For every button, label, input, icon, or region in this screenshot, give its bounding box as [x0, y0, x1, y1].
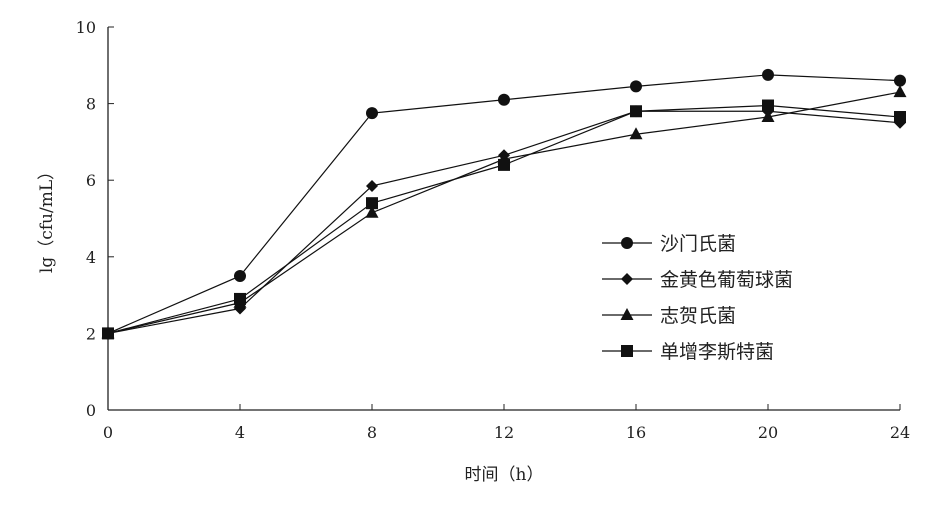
data-point-square	[498, 159, 510, 171]
x-tick-label: 0	[103, 423, 113, 442]
y-tick-label: 10	[76, 18, 96, 37]
legend-item: 志贺氏菌	[602, 305, 736, 327]
x-tick-label: 12	[494, 423, 514, 442]
series-2	[102, 105, 906, 339]
legend-item: 沙门氏菌	[602, 233, 736, 255]
x-tick-label: 16	[626, 423, 646, 442]
y-tick-label: 4	[86, 248, 96, 267]
legend-marker-circle	[621, 237, 633, 249]
series-line	[108, 111, 900, 333]
series-4	[102, 100, 906, 340]
legend-label: 金黄色葡萄球菌	[660, 269, 793, 291]
data-point-circle	[234, 270, 246, 282]
legend-marker-triangle	[621, 308, 634, 320]
legend-label: 志贺氏菌	[660, 305, 736, 327]
legend-item: 金黄色葡萄球菌	[602, 269, 793, 291]
data-point-circle	[894, 75, 906, 87]
x-axis-label: 时间（h）	[465, 465, 544, 485]
series-3	[102, 85, 907, 338]
data-point-square	[762, 100, 774, 112]
y-tick-label: 0	[86, 401, 96, 420]
data-point-circle	[762, 69, 774, 81]
data-point-square	[366, 197, 378, 209]
series-line	[108, 75, 900, 334]
series-line	[108, 92, 900, 333]
y-tick-label: 6	[86, 171, 96, 190]
data-point-circle	[366, 107, 378, 119]
x-tick-label: 20	[758, 423, 778, 442]
x-tick-label: 8	[367, 423, 377, 442]
legend-marker-diamond	[621, 273, 633, 285]
legend-marker-square	[621, 345, 633, 357]
legend: 沙门氏菌金黄色葡萄球菌志贺氏菌单增李斯特菌	[602, 233, 793, 363]
data-point-square	[234, 293, 246, 305]
data-point-triangle	[894, 85, 907, 97]
legend-label: 沙门氏菌	[660, 233, 736, 255]
axes: 024681004812162024	[76, 18, 911, 442]
series-group	[102, 69, 907, 340]
data-point-square	[630, 105, 642, 117]
y-axis-label: lg（cfu/mL）	[37, 163, 57, 273]
line-chart: 024681004812162024 沙门氏菌金黄色葡萄球菌志贺氏菌单增李斯特菌…	[0, 0, 927, 510]
x-tick-label: 4	[235, 423, 245, 442]
data-point-circle	[630, 80, 642, 92]
legend-item: 单增李斯特菌	[602, 341, 774, 363]
series-line	[108, 106, 900, 334]
y-tick-label: 8	[86, 95, 96, 114]
x-tick-label: 24	[890, 423, 910, 442]
y-tick-label: 2	[86, 324, 96, 343]
series-1	[102, 69, 906, 340]
legend-label: 单增李斯特菌	[660, 341, 774, 363]
data-point-square	[102, 327, 114, 339]
data-point-square	[894, 111, 906, 123]
data-point-circle	[498, 94, 510, 106]
